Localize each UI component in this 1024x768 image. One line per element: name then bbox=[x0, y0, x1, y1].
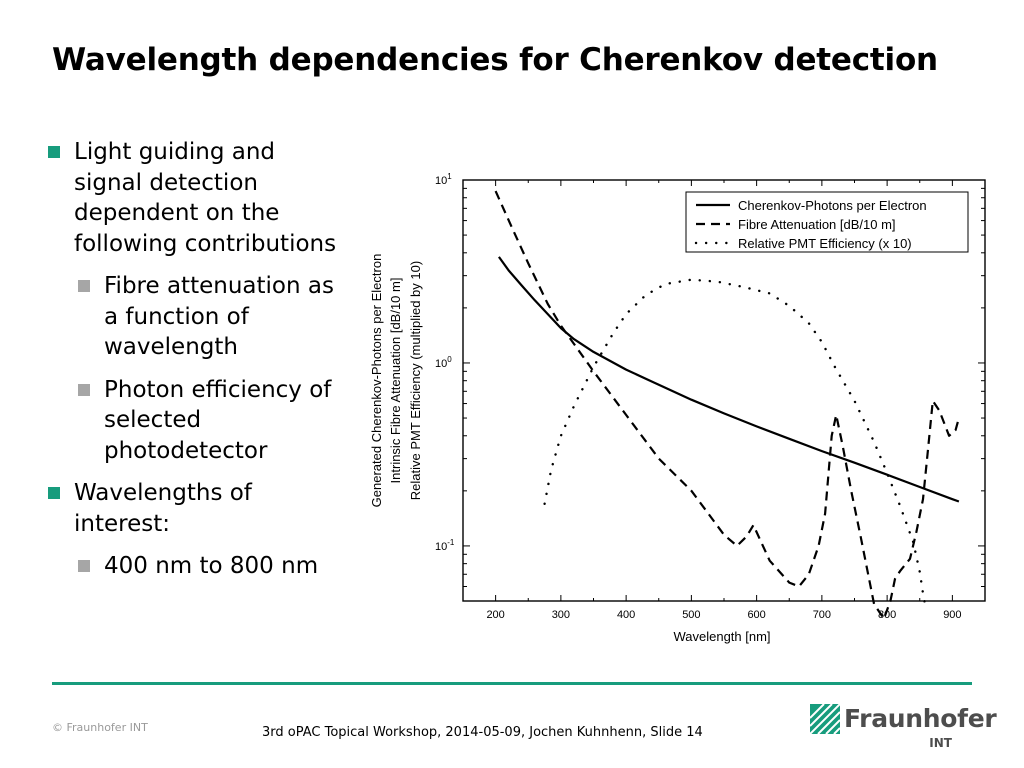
fraunhofer-logo-icon bbox=[810, 704, 840, 734]
x-tick-label: 400 bbox=[617, 609, 635, 621]
x-tick-label: 600 bbox=[747, 609, 765, 621]
bullet-square-icon bbox=[48, 487, 60, 499]
x-tick-label: 900 bbox=[943, 609, 961, 621]
bullet-item: Light guiding and signal detection depen… bbox=[48, 137, 338, 259]
sub-bullet-item: Photon efficiency of selected photodetec… bbox=[48, 375, 338, 467]
legend-label: Cherenkov-Photons per Electron bbox=[738, 198, 927, 213]
sub-bullet-text: 400 nm to 800 nm bbox=[104, 553, 319, 579]
slide-title: Wavelength dependencies for Cherenkov de… bbox=[52, 42, 938, 78]
legend-label: Fibre Attenuation [dB/10 m] bbox=[738, 217, 896, 232]
bullet-square-icon bbox=[48, 146, 60, 158]
sub-bullet-square-icon bbox=[78, 560, 90, 572]
bullet-text: Light guiding and signal detection depen… bbox=[74, 139, 337, 257]
x-tick-label: 500 bbox=[682, 609, 700, 621]
x-axis-label: Wavelength [nm] bbox=[673, 629, 770, 644]
cherenkov-photons-line bbox=[498, 256, 960, 503]
y-axis-label: Intrinsic Fibre Attenuation [dB/10 m] bbox=[388, 278, 403, 484]
pmt-efficiency-line bbox=[543, 278, 927, 606]
bullet-text: Wavelengths of interest: bbox=[74, 480, 252, 537]
y-axis-label: Generated Cherenkov-Photons per Electron bbox=[369, 254, 384, 508]
sub-bullet-square-icon bbox=[78, 383, 90, 396]
y-tick-label: 101 bbox=[435, 172, 452, 187]
sub-bullet-item: 400 nm to 800 nm bbox=[48, 551, 338, 582]
logo-subtitle: INT bbox=[929, 736, 952, 750]
wavelength-chart: 200 300 400 500 600 700 800 900 101 100 10-1 Wavele… bbox=[369, 172, 986, 644]
footer-text: 3rd oPAC Topical Workshop, 2014-05-09, J… bbox=[262, 725, 703, 740]
legend-label: Relative PMT Efficiency (x 10) bbox=[738, 236, 912, 251]
bullet-list: Light guiding and signal detection depen… bbox=[48, 137, 338, 594]
x-tick-label: 300 bbox=[552, 609, 570, 621]
copyright-text: © Fraunhofer INT bbox=[52, 721, 148, 734]
x-tick-label: 800 bbox=[878, 609, 896, 621]
sub-bullet-item: Fibre attenuation as a function of wavel… bbox=[48, 271, 338, 363]
x-tick-label: 200 bbox=[486, 609, 504, 621]
legend-box bbox=[685, 191, 969, 253]
logo-wordmark: Fraunhofer bbox=[844, 704, 997, 733]
x-tick-label: 700 bbox=[813, 609, 831, 621]
sub-bullet-text: Photon efficiency of selected photodetec… bbox=[104, 376, 332, 464]
footer-divider bbox=[52, 682, 972, 685]
bullet-item: Wavelengths of interest: bbox=[48, 478, 338, 539]
y-tick-label: 100 bbox=[435, 355, 452, 370]
y-tick-label: 10-1 bbox=[435, 538, 455, 553]
fibre-attenuation-line bbox=[494, 190, 960, 620]
fraunhofer-logo: Fraunhofer INT bbox=[810, 704, 997, 756]
sub-bullet-text: Fibre attenuation as a function of wavel… bbox=[104, 273, 334, 360]
sub-bullet-square-icon bbox=[78, 280, 90, 292]
y-axis-label: Relative PMT Efficiency (multiplied by 1… bbox=[408, 261, 423, 500]
